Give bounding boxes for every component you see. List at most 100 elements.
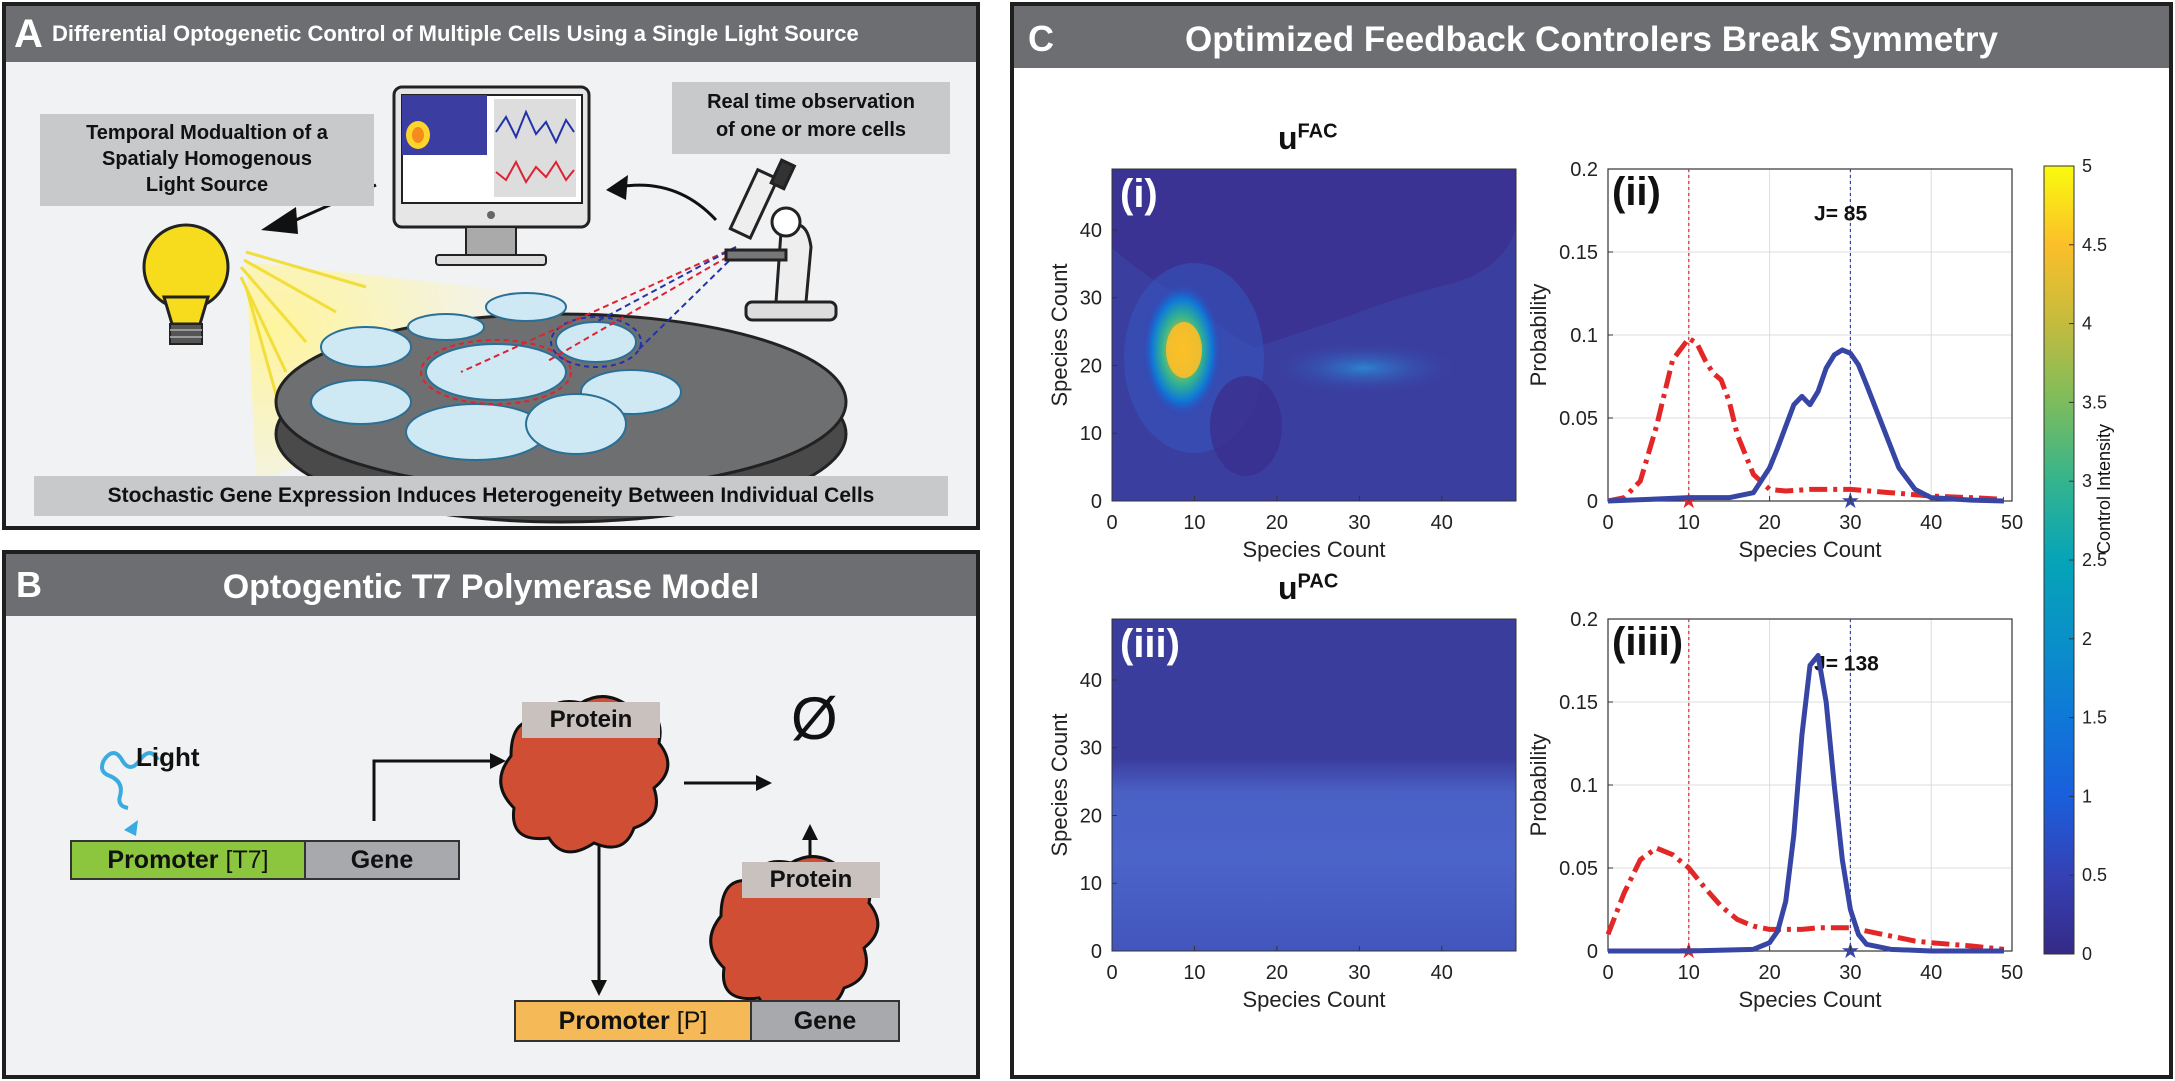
- panel-b-letter: B: [16, 564, 42, 605]
- gene-1-label: Gene: [350, 846, 414, 874]
- x-tick-label: 40: [1431, 962, 1453, 984]
- x-tick-label: 50: [2001, 962, 2023, 984]
- y-tick-label: 0: [1091, 491, 1102, 513]
- y-tick-label: 0: [1091, 941, 1102, 963]
- y-tick-label: 0.2: [1570, 609, 1598, 631]
- temporal-label-line2: Spatialy Homogenous: [101, 148, 313, 170]
- x-tick-label: 0: [1106, 962, 1117, 984]
- x-axis-label: Species Count: [1242, 537, 1385, 562]
- promoter-p-tag: [P]: [676, 1007, 708, 1035]
- light-squiggle-icon: [100, 751, 160, 810]
- y-tick-label: 30: [1080, 288, 1102, 310]
- colorbar-tick-label: 4: [2082, 314, 2092, 334]
- panel-c-title: Optimized Feedback Controlers Break Symm…: [1184, 20, 1999, 59]
- computer-monitor-icon: [392, 85, 591, 266]
- x-tick-label: 0: [1602, 962, 1613, 984]
- gene-2-label: Gene: [793, 1007, 857, 1035]
- protein-2-label-box: Protein: [742, 862, 880, 898]
- y-tick-label: 0.15: [1559, 692, 1598, 714]
- gene-2-block: Gene: [750, 1000, 900, 1042]
- panel-label: (iiii): [1612, 620, 1683, 664]
- panel-a-header: A Differential Optogenetic Control of Mu…: [6, 6, 976, 62]
- x-tick-label: 40: [1920, 962, 1942, 984]
- colorbar-tick-label: 5: [2082, 156, 2092, 176]
- x-tick-label: 0: [1106, 512, 1117, 534]
- lightbulb-icon: [142, 223, 230, 345]
- series-line-2: [1607, 347, 2004, 504]
- temporal-label-line3: Light Source: [145, 174, 269, 196]
- x-axis-label: Species Count: [1738, 537, 1881, 562]
- panel-c-letter: C: [1028, 18, 1054, 59]
- microscope-icon: [724, 158, 838, 322]
- heterogeneity-label-text: Stochastic Gene Expression Induces Heter…: [107, 484, 875, 507]
- observation-lines: [460, 246, 737, 373]
- arrow-microscope-to-computer: [617, 183, 718, 222]
- y-tick-label: 0.15: [1559, 242, 1598, 264]
- protein-2-label: Protein: [769, 866, 853, 893]
- y-tick-label: 10: [1080, 423, 1102, 445]
- x-tick-label: 10: [1183, 962, 1205, 984]
- promoter-p-block: Promoter [P]: [514, 1000, 752, 1042]
- x-tick-label: 30: [1839, 512, 1861, 534]
- panel-b-title: Optogentic T7 Polymerase Model: [222, 568, 760, 606]
- panel-b: B Optogentic T7 Polymerase Model Light P…: [2, 550, 980, 1079]
- panel-c-header: C Optimized Feedback Controlers Break Sy…: [1014, 6, 2169, 68]
- x-axis-label: Species Count: [1738, 987, 1881, 1012]
- heterogeneity-label: Stochastic Gene Expression Induces Heter…: [34, 476, 948, 516]
- protein-1-label: Protein: [549, 706, 633, 733]
- x-tick-label: 30: [1348, 512, 1370, 534]
- panel-label: (i): [1120, 172, 1158, 216]
- light-label: Light: [136, 742, 200, 772]
- y-tick-label: 30: [1080, 738, 1102, 760]
- heatmap-pac: [1111, 618, 1517, 952]
- y-axis-label: Probability: [1526, 284, 1551, 387]
- light-ray-lines: [239, 250, 367, 413]
- y-axis-label: Probability: [1526, 734, 1551, 837]
- colorbar-tick-label: 4.5: [2082, 235, 2107, 255]
- x-tick-label: 40: [1920, 512, 1942, 534]
- observation-label: Real time observation of one or more cel…: [672, 82, 950, 154]
- y-tick-label: 0.05: [1559, 858, 1598, 880]
- y-tick-label: 40: [1080, 220, 1102, 242]
- x-tick-label: 50: [2001, 512, 2023, 534]
- panel-b-header: B Optogentic T7 Polymerase Model: [6, 554, 976, 616]
- y-tick-label: 10: [1080, 873, 1102, 895]
- gene-1-block: Gene: [304, 840, 460, 880]
- y-tick-label: 0.1: [1570, 325, 1598, 347]
- panel-a: A Differential Optogenetic Control of Mu…: [2, 2, 980, 530]
- y-tick-label: 40: [1080, 670, 1102, 692]
- j-annotation: J= 138: [1814, 652, 1879, 675]
- x-tick-label: 20: [1758, 962, 1780, 984]
- chart-1-axes: (i) 0 10 20 30 40 0 10 20 30 40 Species Count Specie…: [1047, 172, 1453, 562]
- pac-title: uPAC: [1278, 570, 1338, 607]
- y-tick-label: 0.05: [1559, 408, 1598, 430]
- promoter-t7-label: Promoter: [107, 846, 219, 874]
- colorbar-tick-label: 1: [2082, 786, 2092, 806]
- colorbar-tick-label: 0.5: [2082, 865, 2107, 885]
- x-tick-label: 20: [1266, 962, 1288, 984]
- y-axis-label: Species Count: [1047, 713, 1072, 856]
- pac-title-sup: PAC: [1297, 570, 1339, 593]
- promoter-t7-tag: [T7]: [225, 846, 269, 874]
- heatmap-fac: [1111, 168, 1517, 502]
- y-axis-label: Species Count: [1047, 263, 1072, 406]
- y-tick-label: 20: [1080, 355, 1102, 377]
- panel-label: (iii): [1120, 622, 1180, 666]
- panel-c-charts: 0 0.5 1 1.5 2 2.5 3 3.5 4 4.5 5 (i) 0 10 20 30 40 0 10 20 3…: [1047, 156, 2107, 1012]
- series-line-2: [1608, 653, 2004, 954]
- panel-c: C Optimized Feedback Controlers Break Sy…: [1010, 2, 2173, 1079]
- x-tick-label: 40: [1431, 512, 1453, 534]
- colorbar-tick-label: 3: [2082, 471, 2092, 491]
- y-tick-label: 0.2: [1570, 159, 1598, 181]
- protein-1-label-box: Protein: [522, 702, 660, 738]
- fac-title-base: u: [1278, 120, 1298, 156]
- observation-label-line1: Real time observation: [707, 91, 915, 113]
- panel-a-letter: A: [14, 12, 43, 56]
- colorbar-tick-label: 1.5: [2082, 708, 2107, 728]
- colorbar-tick-label: 0: [2082, 944, 2092, 964]
- x-tick-label: 20: [1266, 512, 1288, 534]
- x-tick-label: 0: [1602, 512, 1613, 534]
- colorbar-tick-label: 2.5: [2082, 550, 2107, 570]
- chart-2-axes: ★ ★J= 85(ii)0 10 20 30 40 5000.050.10.150.2Spe…: [1526, 159, 2023, 562]
- fac-title: uFAC: [1278, 120, 1338, 157]
